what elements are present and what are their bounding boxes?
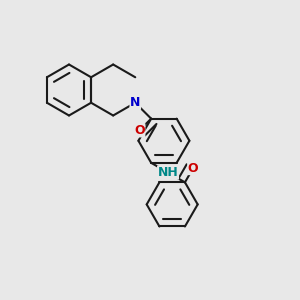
Text: NH: NH [158, 166, 178, 179]
Text: O: O [188, 161, 199, 175]
Text: N: N [130, 96, 140, 109]
Text: O: O [134, 124, 145, 137]
